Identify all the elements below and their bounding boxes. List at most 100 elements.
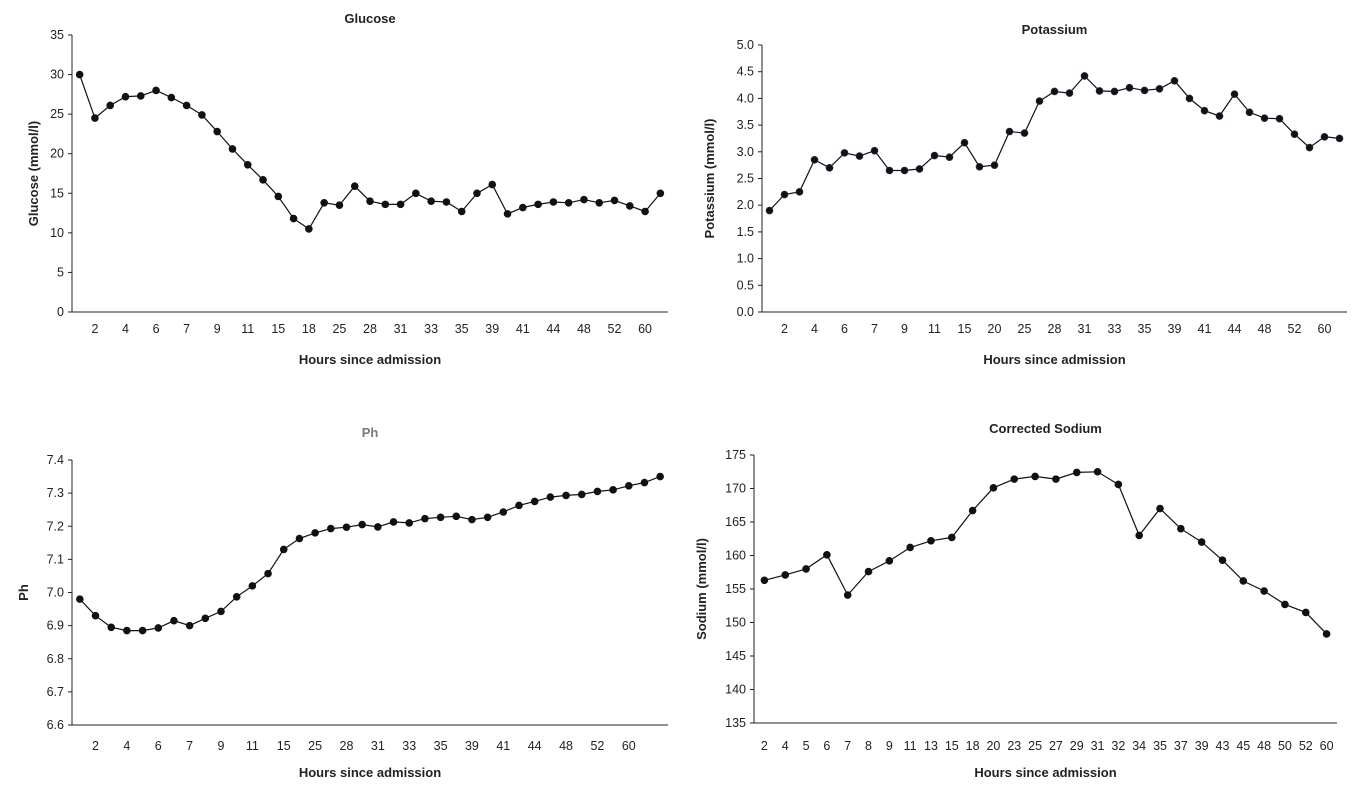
glucose-data-point [519, 203, 527, 212]
sodium-data-point [948, 533, 956, 542]
potassium-chart: Potassium 0.0 0.5 1.0 1.5 2.0 2.5 3.0 3.5 4.0 4.5 5… [678, 0, 1357, 390]
sodium-data-point [1114, 480, 1123, 489]
glucose-xtick-label: 31 [394, 322, 408, 336]
glucose-xtick-label: 39 [485, 322, 499, 336]
glucose-data-point [580, 195, 588, 204]
ph-data-point [452, 512, 461, 521]
sodium-data-point [989, 484, 998, 492]
sodium-data-point [1072, 468, 1081, 477]
ph-data-point [609, 486, 617, 494]
potassium-data-point [1050, 87, 1059, 96]
potassium-data-point [1335, 134, 1344, 143]
glucose-xtick-label: 25 [332, 322, 346, 336]
glucose-ytick-label: 30 [50, 68, 64, 82]
glucose-data-point [366, 197, 374, 206]
sodium-xtick-label: 6 [823, 739, 830, 753]
potassium-title: Potassium [1022, 22, 1088, 37]
sodium-xtick-label: 4 [782, 739, 789, 753]
glucose-xtick-label: 9 [214, 322, 221, 336]
ph-data-point [405, 519, 414, 527]
ph-data-point [201, 614, 210, 623]
glucose-data-point [427, 197, 435, 206]
ph-data-point [295, 534, 304, 543]
glucose-data-point [274, 192, 283, 201]
potassium-data-point [1140, 86, 1149, 95]
potassium-xtick-label: 28 [1048, 322, 1062, 336]
sodium-data-point [1239, 577, 1248, 585]
sodium-data-point [1156, 504, 1164, 513]
ph-data-point [546, 493, 555, 501]
potassium-xtick-label: 52 [1288, 322, 1302, 336]
glucose-data-point [121, 92, 130, 101]
glucose-ytick-label: 35 [50, 28, 64, 42]
sodium-data-point [1322, 630, 1331, 638]
potassium-xtick-label: 33 [1108, 322, 1122, 336]
glucose-data-point [610, 196, 619, 205]
potassium-data-point [780, 190, 789, 199]
glucose-xtick-label: 35 [455, 322, 469, 336]
ph-xtick-label: 9 [218, 739, 225, 753]
ph-data-point [624, 482, 633, 490]
potassium-data-point [765, 206, 774, 215]
sodium-xtick-label: 52 [1299, 739, 1313, 753]
potassium-data-point [1035, 97, 1044, 105]
glucose-xtick-label: 18 [302, 322, 316, 336]
sodium-data-point [1218, 556, 1227, 564]
glucose-data-point [243, 160, 252, 169]
potassium-data-point [975, 162, 984, 171]
glucose-data-point [534, 200, 542, 209]
ph-data-point [248, 582, 257, 590]
sodium-xtick-label: 18 [966, 739, 980, 753]
ph-x-axis-label: Hours since admission [299, 765, 441, 780]
sodium-xtick-label: 27 [1049, 739, 1063, 753]
ph-ytick-label: 7.3 [47, 486, 64, 500]
potassium-chart-svg: Potassium 0.0 0.5 1.0 1.5 2.0 2.5 3.0 3.5 4.0 4.5 5… [702, 22, 1347, 367]
sodium-xtick-label: 50 [1278, 739, 1292, 753]
ph-xtick-label: 52 [590, 739, 604, 753]
ph-data-point [577, 490, 586, 499]
potassium-ytick-label: 3.0 [737, 145, 754, 159]
potassium-xtick-label: 9 [901, 322, 908, 336]
potassium-data-point [1230, 90, 1239, 98]
ph-data-point [170, 616, 178, 625]
ph-xtick-label: 44 [528, 739, 542, 753]
ph-data-point [326, 524, 335, 533]
ph-data-point [656, 472, 664, 481]
potassium-data-point [1095, 87, 1104, 95]
sodium-xtick-label: 39 [1195, 739, 1209, 753]
potassium-xtick-label: 25 [1018, 322, 1032, 336]
ph-chart: Ph 6.6 6.7 6.8 6.9 7.0 7.1 7.2 7.3 7.4 2 4 6 7 9 11 15 25… [0, 390, 678, 780]
sodium-data-point [885, 557, 894, 565]
ph-xtick-label: 25 [308, 739, 322, 753]
sodium-ytick-label: 155 [725, 582, 746, 596]
potassium-data-point [870, 146, 879, 155]
glucose-chart: Glucose 0 5 10 15 20 25 30 35 2 4 6 7 9 11 15 18 25 28 31 33… [0, 0, 678, 390]
sodium-xtick-label: 20 [986, 739, 1000, 753]
potassium-ytick-label: 3.5 [737, 118, 754, 132]
ph-data-point [217, 607, 225, 616]
ph-data-point [483, 513, 492, 522]
potassium-data-point [945, 153, 954, 161]
potassium-data-point [1260, 114, 1269, 122]
ph-ytick-label: 6.6 [47, 718, 64, 732]
glucose-data-point [442, 198, 451, 206]
ph-ytick-label: 6.7 [47, 685, 64, 699]
ph-data-point [264, 569, 272, 578]
potassium-data-point [1005, 127, 1014, 136]
ph-data-point [358, 520, 366, 529]
sodium-xtick-label: 48 [1257, 739, 1271, 753]
glucose-ytick-label: 15 [50, 186, 64, 200]
sodium-data-point [760, 576, 769, 585]
potassium-ytick-label: 4.0 [737, 91, 754, 105]
ph-data-point [107, 623, 116, 632]
ph-chart-svg: Ph 6.6 6.7 6.8 6.9 7.0 7.1 7.2 7.3 7.4 2 4 6 7 9 11 15 25… [16, 425, 668, 780]
glucose-data-point [152, 86, 160, 95]
potassium-data-point [825, 164, 834, 172]
sodium-ytick-label: 165 [725, 515, 746, 529]
glucose-data-point [625, 202, 634, 210]
potassium-data-point [1020, 129, 1029, 137]
ph-ytick-label: 7.2 [47, 519, 64, 533]
sodium-data-point [927, 536, 935, 545]
sodium-xtick-label: 8 [865, 739, 872, 753]
potassium-data-point [1185, 94, 1194, 103]
